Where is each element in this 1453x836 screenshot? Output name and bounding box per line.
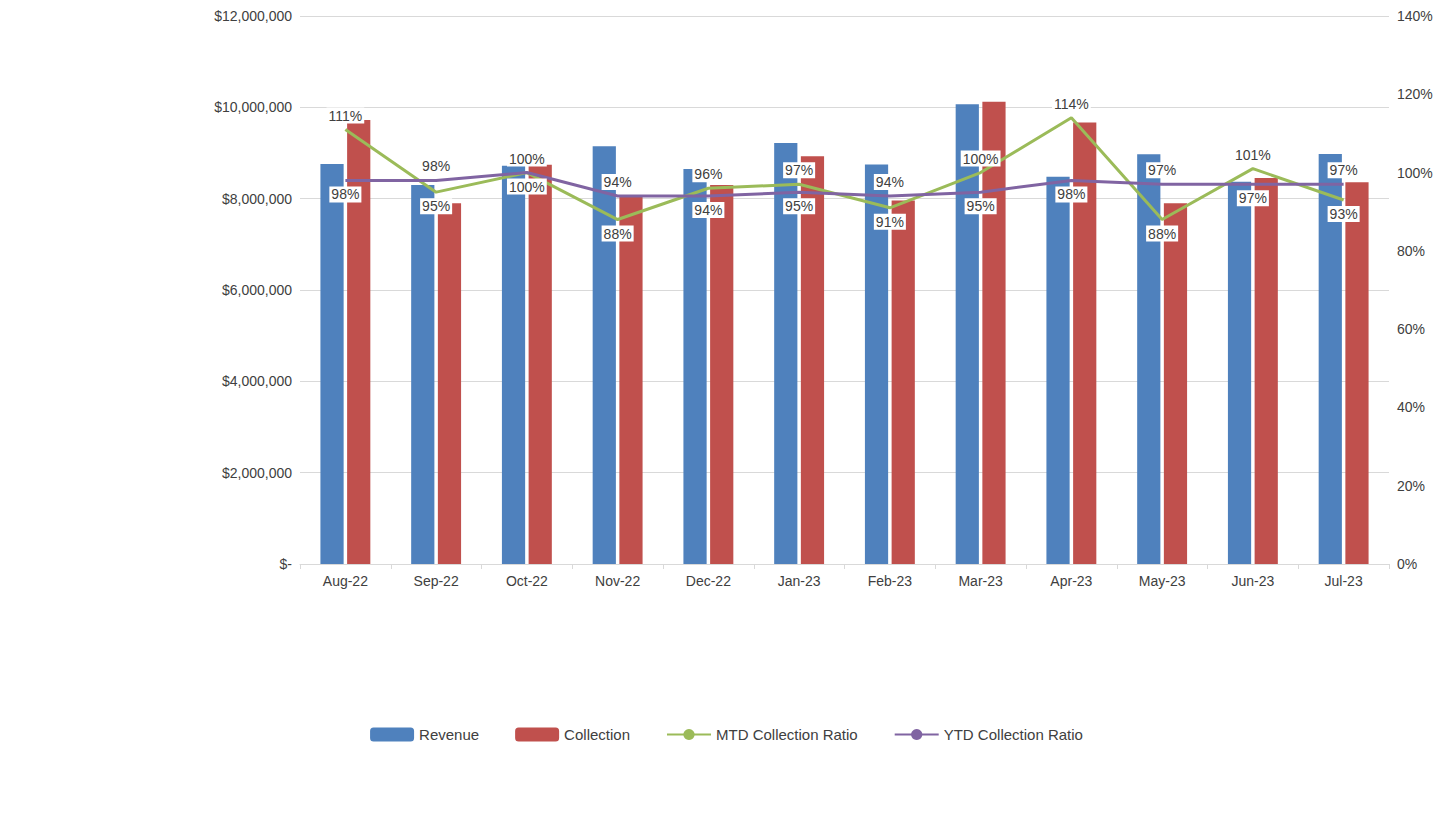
svg-text:0%: 0% [1397,556,1417,572]
svg-text:Nov-22: Nov-22 [595,573,640,589]
svg-text:Mar-23: Mar-23 [958,573,1003,589]
svg-text:MTD Collection Ratio: MTD Collection Ratio [716,726,858,743]
svg-text:95%: 95% [785,198,813,214]
svg-text:$4,000,000: $4,000,000 [222,373,292,389]
svg-text:Jul-23: Jul-23 [1325,573,1363,589]
svg-text:$6,000,000: $6,000,000 [222,282,292,298]
svg-text:60%: 60% [1397,321,1425,337]
svg-text:YTD Collection Ratio: YTD Collection Ratio [944,726,1083,743]
svg-text:97%: 97% [1148,162,1176,178]
svg-text:114%: 114% [1054,96,1089,112]
svg-text:94%: 94% [876,174,904,190]
svg-text:97%: 97% [785,162,813,178]
svg-text:Dec-22: Dec-22 [686,573,731,589]
svg-text:88%: 88% [604,226,632,242]
svg-text:Revenue: Revenue [419,726,479,743]
svg-text:98%: 98% [1057,186,1085,202]
svg-text:Feb-23: Feb-23 [868,573,913,589]
svg-text:20%: 20% [1397,478,1425,494]
svg-text:120%: 120% [1397,86,1433,102]
svg-text:100%: 100% [509,179,545,195]
svg-text:100%: 100% [963,151,999,167]
svg-text:Oct-22: Oct-22 [506,573,548,589]
svg-text:May-23: May-23 [1139,573,1186,589]
svg-text:98%: 98% [331,186,359,202]
svg-text:88%: 88% [1148,226,1176,242]
svg-text:100%: 100% [1397,165,1433,181]
svg-text:$8,000,000: $8,000,000 [222,191,292,207]
svg-text:96%: 96% [694,166,722,182]
svg-text:Collection: Collection [564,726,630,743]
svg-text:91%: 91% [876,214,904,230]
svg-text:95%: 95% [422,198,450,214]
svg-text:Apr-23: Apr-23 [1050,573,1092,589]
svg-text:93%: 93% [1330,206,1358,222]
svg-text:40%: 40% [1397,399,1425,415]
svg-text:Jun-23: Jun-23 [1231,573,1274,589]
svg-text:$10,000,000: $10,000,000 [214,99,292,115]
svg-text:80%: 80% [1397,243,1425,259]
svg-text:Jan-23: Jan-23 [778,573,821,589]
svg-text:97%: 97% [1239,190,1267,206]
svg-text:95%: 95% [967,198,995,214]
svg-text:98%: 98% [422,158,450,174]
svg-text:$-: $- [280,556,293,572]
svg-text:Sep-22: Sep-22 [414,573,459,589]
svg-text:94%: 94% [694,202,722,218]
svg-text:101%: 101% [1235,147,1271,163]
svg-text:97%: 97% [1330,162,1358,178]
svg-text:94%: 94% [604,174,632,190]
svg-text:100%: 100% [509,151,545,167]
svg-text:140%: 140% [1397,8,1433,24]
svg-text:Aug-22: Aug-22 [323,573,368,589]
svg-text:$2,000,000: $2,000,000 [222,465,292,481]
svg-text:$12,000,000: $12,000,000 [214,8,292,24]
svg-text:111%: 111% [329,108,363,124]
